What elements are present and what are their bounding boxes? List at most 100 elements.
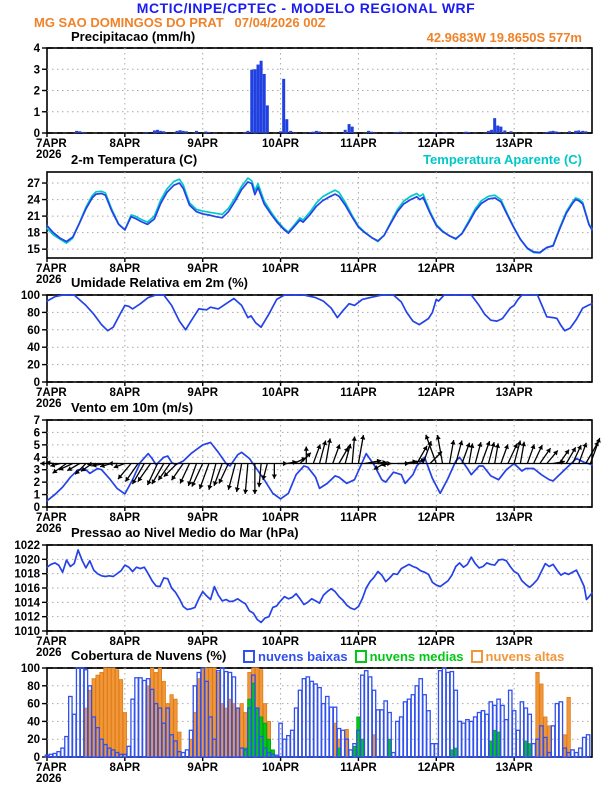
svg-text:10APR: 10APR <box>262 138 300 150</box>
svg-text:9APR: 9APR <box>187 263 218 275</box>
svg-text:1: 1 <box>34 107 41 119</box>
svg-text:20: 20 <box>27 360 40 372</box>
svg-text:1020: 1020 <box>14 554 40 566</box>
svg-text:24: 24 <box>27 195 40 207</box>
svg-text:2026: 2026 <box>36 523 62 535</box>
svg-text:6: 6 <box>34 427 40 439</box>
svg-text:2026: 2026 <box>36 149 62 161</box>
svg-text:11APR: 11APR <box>340 512 377 524</box>
svg-text:27: 27 <box>27 178 40 190</box>
svg-text:1012: 1012 <box>14 612 40 624</box>
svg-text:1018: 1018 <box>14 569 40 581</box>
svg-text:9APR: 9APR <box>187 636 218 648</box>
svg-text:9APR: 9APR <box>187 387 218 399</box>
svg-text:13APR: 13APR <box>496 762 534 774</box>
svg-text:60: 60 <box>27 325 40 337</box>
svg-text:40: 40 <box>27 342 40 354</box>
svg-text:20: 20 <box>27 734 40 746</box>
mid-clouds-swatch-icon <box>354 650 367 663</box>
svg-text:7APR: 7APR <box>36 387 67 399</box>
svg-text:10APR: 10APR <box>262 263 300 275</box>
station-name-and-run: MG SAO DOMINGOS DO PRAT 07/04/2026 00Z <box>34 15 326 30</box>
panel-title-precipitation: Precipitacao (mm/h) <box>71 29 196 44</box>
svg-text:7APR: 7APR <box>36 512 67 524</box>
low-clouds-swatch-icon <box>243 650 255 663</box>
svg-text:100: 100 <box>21 663 40 675</box>
svg-text:13APR: 13APR <box>496 138 534 150</box>
svg-text:11APR: 11APR <box>340 762 377 774</box>
svg-text:3: 3 <box>34 465 40 477</box>
svg-text:13APR: 13APR <box>496 512 534 524</box>
svg-text:8APR: 8APR <box>110 138 141 150</box>
svg-text:2: 2 <box>34 477 40 489</box>
legend-label-high-clouds: nuvens altas <box>485 649 565 664</box>
svg-text:5: 5 <box>34 440 41 452</box>
svg-text:8APR: 8APR <box>110 762 141 774</box>
svg-text:11APR: 11APR <box>340 387 377 399</box>
panel-title-apparent-temperature: Temperatura Aparente (C) <box>423 152 582 167</box>
svg-text:80: 80 <box>27 307 40 319</box>
svg-text:21: 21 <box>27 211 40 223</box>
svg-text:3: 3 <box>34 64 40 76</box>
high-clouds-swatch-icon <box>470 650 483 663</box>
svg-text:1022: 1022 <box>14 540 40 552</box>
svg-text:80: 80 <box>27 681 40 693</box>
svg-text:7APR: 7APR <box>36 636 67 648</box>
svg-text:2026: 2026 <box>36 274 62 286</box>
svg-text:7APR: 7APR <box>36 762 67 774</box>
svg-text:0: 0 <box>34 502 40 514</box>
svg-text:10APR: 10APR <box>262 762 300 774</box>
page-title: MCTIC/INPE/CPTEC - MODELO REGIONAL WRF <box>136 0 476 16</box>
svg-text:4: 4 <box>34 43 41 55</box>
panel-title-temperature: 2-m Temperatura (C) <box>71 152 198 167</box>
svg-text:2: 2 <box>34 86 40 98</box>
svg-text:7APR: 7APR <box>36 263 67 275</box>
cloud-legend: nuvens baixas nuvens medias nuvens altas <box>243 649 571 664</box>
svg-text:9APR: 9APR <box>187 762 218 774</box>
svg-text:2026: 2026 <box>36 647 62 659</box>
panel-title-wind: Vento em 10m (m/s) <box>71 400 194 415</box>
svg-text:13APR: 13APR <box>496 263 534 275</box>
svg-text:15: 15 <box>27 244 40 256</box>
legend-item-low-clouds: nuvens baixas <box>243 649 348 664</box>
svg-text:40: 40 <box>27 716 40 728</box>
svg-text:8APR: 8APR <box>110 636 141 648</box>
svg-text:12APR: 12APR <box>418 636 456 648</box>
svg-text:8APR: 8APR <box>110 512 141 524</box>
svg-text:8APR: 8APR <box>110 263 141 275</box>
svg-text:2026: 2026 <box>36 398 62 410</box>
svg-text:0: 0 <box>34 128 40 140</box>
svg-text:12APR: 12APR <box>418 512 456 524</box>
svg-text:60: 60 <box>27 699 40 711</box>
svg-text:11APR: 11APR <box>340 263 377 275</box>
svg-text:18: 18 <box>27 228 40 240</box>
svg-text:9APR: 9APR <box>187 512 218 524</box>
svg-text:100: 100 <box>21 290 40 302</box>
svg-text:8APR: 8APR <box>110 387 141 399</box>
svg-text:12APR: 12APR <box>418 138 456 150</box>
legend-item-mid-clouds: nuvens medias <box>354 649 464 664</box>
legend-item-high-clouds: nuvens altas <box>470 649 565 664</box>
panel-title-pressure: Pressao ao Nivel Medio do Mar (hPa) <box>71 525 299 540</box>
legend-label-low-clouds: nuvens baixas <box>258 649 348 664</box>
svg-text:10APR: 10APR <box>262 387 300 399</box>
svg-text:13APR: 13APR <box>496 387 534 399</box>
svg-text:10APR: 10APR <box>262 512 300 524</box>
svg-text:11APR: 11APR <box>340 138 377 150</box>
svg-text:1014: 1014 <box>14 597 40 609</box>
svg-text:11APR: 11APR <box>340 636 377 648</box>
svg-text:12APR: 12APR <box>418 762 456 774</box>
svg-text:10APR: 10APR <box>262 636 300 648</box>
svg-text:2026: 2026 <box>36 773 62 785</box>
station-coordinates: 42.9683W 19.8650S 577m <box>426 30 582 45</box>
svg-text:0: 0 <box>34 752 40 764</box>
panel-title-humidity: Umidade Relativa em 2m (%) <box>71 275 249 290</box>
svg-text:1016: 1016 <box>14 583 40 595</box>
svg-text:9APR: 9APR <box>187 138 218 150</box>
svg-text:1010: 1010 <box>14 626 40 638</box>
svg-text:13APR: 13APR <box>496 636 534 648</box>
legend-label-mid-clouds: nuvens medias <box>369 649 464 664</box>
svg-text:0: 0 <box>34 377 40 389</box>
